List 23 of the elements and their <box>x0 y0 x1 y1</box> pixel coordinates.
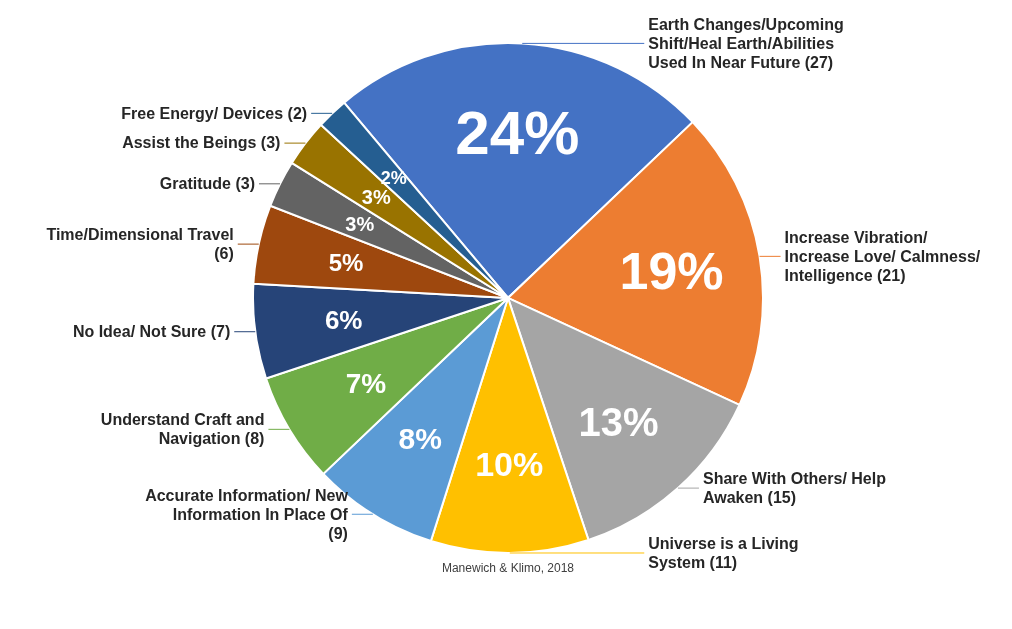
data-label: 7% <box>345 367 387 399</box>
slice-label: Assist the Beings (3) <box>122 134 281 152</box>
slice-label: No Idea/ Not Sure (7) <box>72 323 231 341</box>
slice-label: Share With Others/ Help Awaken (15) <box>702 469 887 506</box>
data-label: 10% <box>475 444 544 483</box>
data-label: 5% <box>328 249 364 277</box>
data-label: 2% <box>380 167 407 188</box>
slice-label: Time/Dimensional Travel (6) <box>46 225 234 262</box>
data-label: 24% <box>455 98 580 168</box>
data-label: 13% <box>578 399 659 444</box>
slice-label: Increase Vibration/ Increase Love/ Calmness/ Intelligence (21) <box>784 228 981 284</box>
slice-label: Gratitude (3) <box>159 175 255 193</box>
slice-label: Understand Craft and Navigation (8) <box>100 411 265 448</box>
data-label: 8% <box>398 422 442 456</box>
data-label: 3% <box>345 212 375 235</box>
slice-label: Earth Changes/Upcoming Shift/Heal Earth/Abilities Used In Near Future (27) <box>648 15 844 71</box>
data-label: 3% <box>361 186 391 209</box>
slice-label: Universe is a Living System (11) <box>648 534 799 571</box>
data-label: 19% <box>619 241 724 300</box>
data-label: 6% <box>324 304 363 335</box>
text: Manewich & Klimo, 2018 <box>441 561 575 575</box>
slice-label: Accurate Information/ New Information In Place Of (9) <box>145 486 349 542</box>
slice-label: Free Energy/ Devices (2) <box>121 104 308 122</box>
